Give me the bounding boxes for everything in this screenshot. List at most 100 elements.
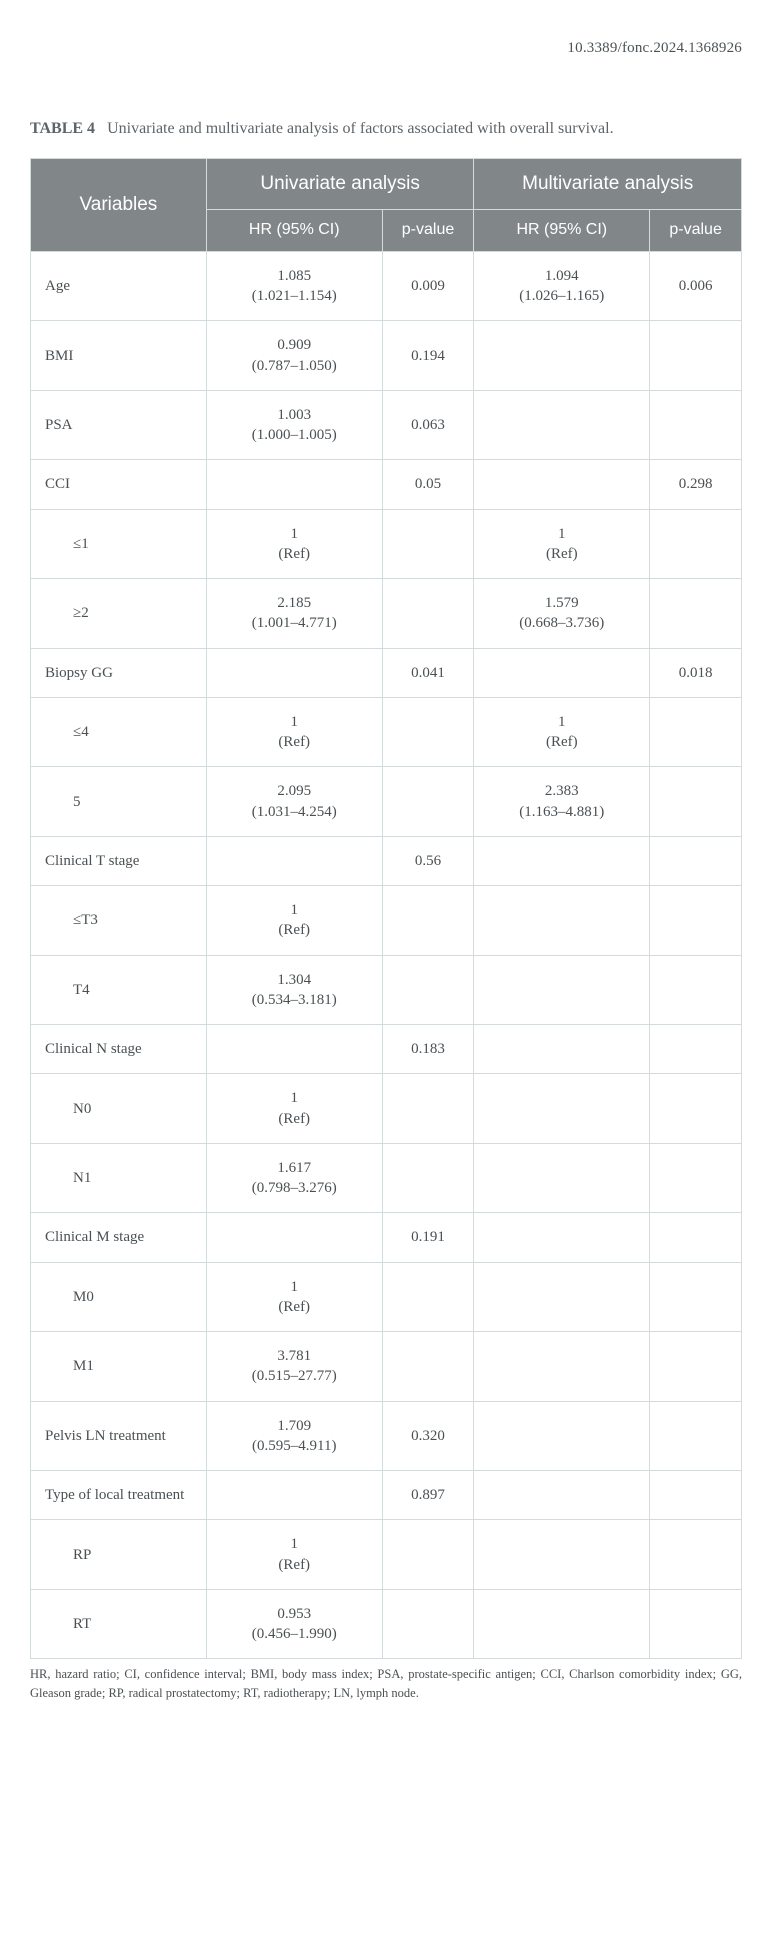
cell-u-p: 0.063	[382, 390, 474, 460]
table-row: Biopsy GG0.0410.018	[31, 648, 742, 697]
cell-m-hr	[474, 1589, 650, 1659]
cell-u-hr: 2.185 (1.001–4.771)	[206, 579, 382, 649]
cell-u-hr: 1.617 (0.798–3.276)	[206, 1143, 382, 1213]
cell-m-hr	[474, 1471, 650, 1520]
cell-m-hr	[474, 955, 650, 1025]
cell-u-p	[382, 1262, 474, 1332]
table-row: M01 (Ref)	[31, 1262, 742, 1332]
cell-m-hr	[474, 648, 650, 697]
cell-m-hr	[474, 886, 650, 956]
cell-variable: PSA	[31, 390, 207, 460]
cell-m-hr	[474, 1074, 650, 1144]
cell-variable: ≤T3	[31, 886, 207, 956]
cell-u-hr	[206, 836, 382, 885]
cell-u-p	[382, 1589, 474, 1659]
cell-variable: RP	[31, 1520, 207, 1590]
cell-m-hr	[474, 1262, 650, 1332]
cell-u-p	[382, 697, 474, 767]
cell-variable: N1	[31, 1143, 207, 1213]
table-row: T41.304 (0.534–3.181)	[31, 955, 742, 1025]
cell-u-hr: 1 (Ref)	[206, 1074, 382, 1144]
cell-variable: CCI	[31, 460, 207, 509]
cell-m-hr	[474, 1520, 650, 1590]
cell-u-hr	[206, 460, 382, 509]
cell-m-p	[650, 1332, 742, 1402]
cell-u-p	[382, 886, 474, 956]
cell-u-hr: 1.085 (1.021–1.154)	[206, 251, 382, 321]
cell-u-hr: 1 (Ref)	[206, 1262, 382, 1332]
cell-u-p: 0.009	[382, 251, 474, 321]
cell-u-p: 0.56	[382, 836, 474, 885]
cell-m-p: 0.298	[650, 460, 742, 509]
cell-m-hr	[474, 321, 650, 391]
cell-m-p	[650, 579, 742, 649]
table-row: N11.617 (0.798–3.276)	[31, 1143, 742, 1213]
col-m-p: p-value	[650, 210, 742, 252]
cell-m-hr	[474, 1143, 650, 1213]
cell-u-hr: 3.781 (0.515–27.77)	[206, 1332, 382, 1402]
cell-variable: M0	[31, 1262, 207, 1332]
cell-u-hr: 2.095 (1.031–4.254)	[206, 767, 382, 837]
cell-m-p	[650, 1074, 742, 1144]
table-footnote: HR, hazard ratio; CI, confidence interva…	[30, 1665, 742, 1701]
cell-m-hr	[474, 1401, 650, 1471]
table-row: RT0.953 (0.456–1.990)	[31, 1589, 742, 1659]
cell-m-p	[650, 321, 742, 391]
cell-m-p	[650, 1520, 742, 1590]
cell-u-p	[382, 1520, 474, 1590]
cell-m-hr	[474, 460, 650, 509]
cell-m-p	[650, 836, 742, 885]
cell-u-p: 0.320	[382, 1401, 474, 1471]
doi-text: 10.3389/fonc.2024.1368926	[30, 40, 742, 57]
cell-u-p	[382, 1332, 474, 1402]
cell-variable: Age	[31, 251, 207, 321]
col-m-hr: HR (95% CI)	[474, 210, 650, 252]
cell-u-p	[382, 579, 474, 649]
col-u-p: p-value	[382, 210, 474, 252]
cell-m-p	[650, 1401, 742, 1471]
cell-variable: Pelvis LN treatment	[31, 1401, 207, 1471]
table-label: TABLE 4	[30, 120, 95, 137]
table-row: BMI0.909 (0.787–1.050)0.194	[31, 321, 742, 391]
cell-u-hr: 1.709 (0.595–4.911)	[206, 1401, 382, 1471]
cell-m-p	[650, 1471, 742, 1520]
cell-u-p: 0.041	[382, 648, 474, 697]
col-variables: Variables	[31, 159, 207, 252]
cell-m-hr: 1 (Ref)	[474, 697, 650, 767]
cell-variable: T4	[31, 955, 207, 1025]
table-row: CCI0.050.298	[31, 460, 742, 509]
table-row: Age1.085 (1.021–1.154)0.0091.094 (1.026–…	[31, 251, 742, 321]
cell-m-hr: 1.094 (1.026–1.165)	[474, 251, 650, 321]
cell-u-p: 0.183	[382, 1025, 474, 1074]
table-row: M13.781 (0.515–27.77)	[31, 1332, 742, 1402]
cell-variable: Clinical N stage	[31, 1025, 207, 1074]
cell-u-hr: 1.003 (1.000–1.005)	[206, 390, 382, 460]
cell-variable: Biopsy GG	[31, 648, 207, 697]
table-row: ≤11 (Ref)1 (Ref)	[31, 509, 742, 579]
cell-m-hr	[474, 1213, 650, 1262]
table-row: ≥22.185 (1.001–4.771)1.579 (0.668–3.736)	[31, 579, 742, 649]
cell-m-p	[650, 697, 742, 767]
cell-variable: ≤1	[31, 509, 207, 579]
table-caption-text: Univariate and multivariate analysis of …	[107, 120, 614, 137]
cell-u-p	[382, 955, 474, 1025]
table-row: RP1 (Ref)	[31, 1520, 742, 1590]
cell-m-hr: 1 (Ref)	[474, 509, 650, 579]
cell-m-p	[650, 1025, 742, 1074]
cell-u-hr: 1 (Ref)	[206, 697, 382, 767]
cell-u-p	[382, 1143, 474, 1213]
table-row: PSA1.003 (1.000–1.005)0.063	[31, 390, 742, 460]
cell-u-hr: 1.304 (0.534–3.181)	[206, 955, 382, 1025]
cell-m-p	[650, 886, 742, 956]
cell-u-hr: 0.953 (0.456–1.990)	[206, 1589, 382, 1659]
cell-m-hr	[474, 1332, 650, 1402]
cell-m-p	[650, 955, 742, 1025]
cell-variable: BMI	[31, 321, 207, 391]
cell-m-hr	[474, 1025, 650, 1074]
cell-variable: RT	[31, 1589, 207, 1659]
cell-variable: Clinical M stage	[31, 1213, 207, 1262]
table-row: Clinical M stage0.191	[31, 1213, 742, 1262]
col-u-hr: HR (95% CI)	[206, 210, 382, 252]
table-row: Type of local treatment0.897	[31, 1471, 742, 1520]
table-row: ≤T31 (Ref)	[31, 886, 742, 956]
